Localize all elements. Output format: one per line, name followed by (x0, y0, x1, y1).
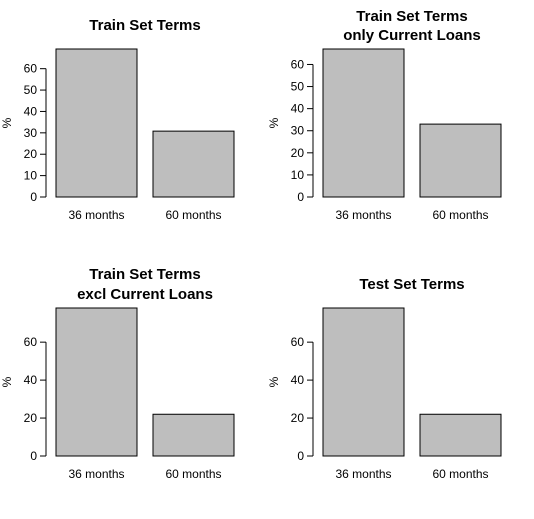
y-tick-label: 30 (24, 126, 38, 140)
x-category-label: 60 months (432, 467, 488, 481)
y-tick-label: 60 (291, 335, 305, 349)
y-axis-label: % (0, 376, 14, 387)
y-tick-label: 60 (24, 335, 38, 349)
y-tick-label: 0 (30, 449, 37, 463)
chart-title-line: Test Set Terms (359, 276, 464, 293)
y-tick-label: 40 (24, 104, 38, 118)
bar-36-months (55, 48, 138, 198)
x-category-label: 60 months (165, 208, 221, 222)
y-tick-label: 20 (24, 411, 38, 425)
bar-60-months (152, 413, 235, 457)
y-tick-label: 20 (24, 147, 38, 161)
y-tick-label: 0 (297, 449, 304, 463)
x-category-label: 36 months (335, 467, 391, 481)
y-tick-label: 40 (291, 102, 305, 116)
x-category-label: 36 months (335, 208, 391, 222)
y-tick-label: 60 (291, 57, 305, 71)
x-category-label: 36 months (68, 208, 124, 222)
bar-36-months (322, 48, 405, 198)
y-tick-label: 20 (291, 411, 305, 425)
y-tick-label: 50 (291, 80, 305, 94)
bar-60-months (419, 123, 502, 198)
chart-title-line: Train Set Terms (89, 266, 200, 283)
y-tick-label: 20 (291, 146, 305, 160)
chart-panel-1: Train Set Terms% 0 10 20 30 40 50 60 36 months 60… (0, 17, 235, 222)
y-axis-label: % (267, 376, 281, 387)
bar-60-months (152, 130, 235, 198)
y-tick-label: 10 (291, 168, 305, 182)
y-tick-label: 10 (24, 169, 38, 183)
y-tick-label: 40 (291, 373, 305, 387)
chart-title-line: excl Current Loans (77, 286, 213, 303)
chart-title-line: only Current Loans (343, 27, 481, 44)
bar-36-months (55, 307, 138, 457)
y-tick-label: 60 (24, 62, 38, 76)
y-tick-label: 0 (297, 190, 304, 204)
chart-title-line: Train Set Terms (89, 17, 200, 34)
x-category-label: 60 months (165, 467, 221, 481)
bar-36-months (322, 307, 405, 457)
y-axis-label: % (267, 117, 281, 128)
chart-panel-4: Test Set Terms% 0 20 40 60 36 months 60 months (267, 276, 502, 481)
chart-title-line: Train Set Terms (356, 8, 467, 25)
y-tick-label: 40 (24, 373, 38, 387)
x-category-label: 60 months (432, 208, 488, 222)
y-tick-label: 0 (30, 190, 37, 204)
bar-60-months (419, 413, 502, 457)
y-tick-label: 50 (24, 83, 38, 97)
x-category-label: 36 months (68, 467, 124, 481)
chart-panel-3: Train Set Terms excl Current Loans% 0 20 40 6… (0, 266, 235, 481)
chart-panel-2: Train Set Terms only Current Loans% 0 10 20 3… (267, 8, 502, 222)
y-tick-label: 30 (291, 124, 305, 138)
y-axis-label: % (0, 117, 14, 128)
